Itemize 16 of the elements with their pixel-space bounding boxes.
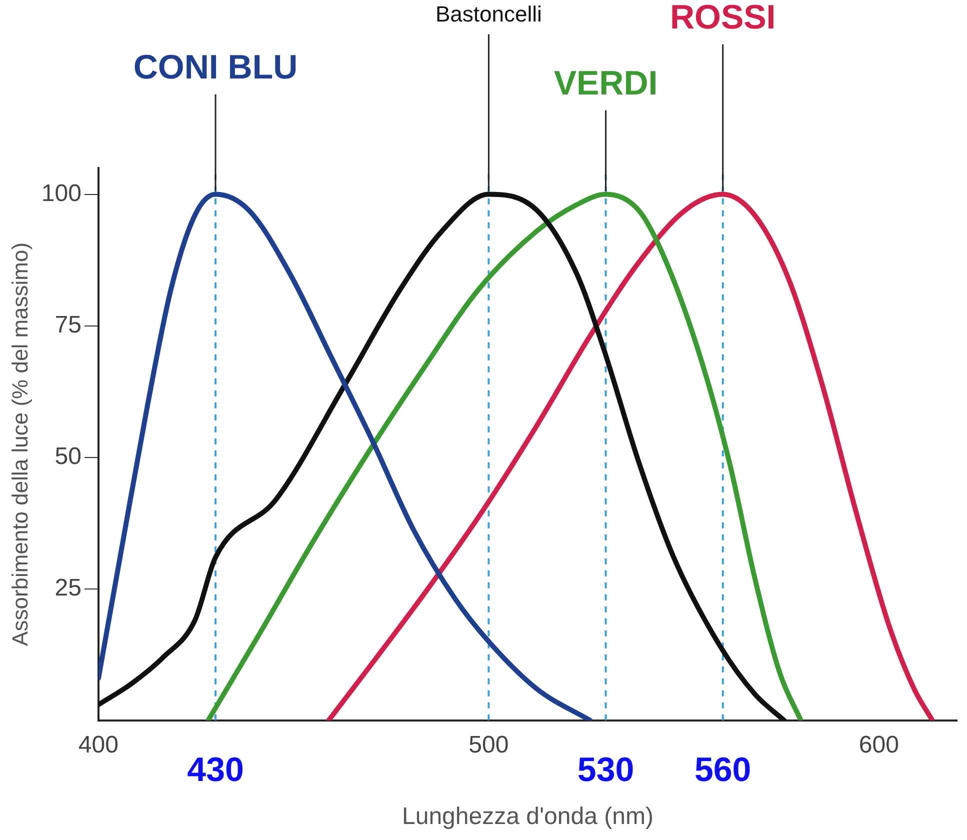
ref-line-label: 530 [577,750,634,789]
ref-line-label: 560 [694,750,752,789]
text: Bastoncelli [436,1,542,26]
y-axis-title: Assorbimento della luce (% del massimo) [7,242,32,646]
x-tick-label: 600 [858,731,899,758]
y-tick-label: 75 [54,311,82,338]
x-axis-title: Lunghezza d'onda (nm) [402,803,654,830]
text: ROSSI [670,0,776,37]
text: VERDI [554,64,658,103]
y-tick-label: 100 [41,180,82,207]
x-tick-label: 400 [78,731,118,758]
text: CONI BLU [133,48,298,87]
y-tick-label: 25 [54,574,82,602]
ref-line-label: 430 [187,750,244,789]
y-tick-label: 50 [54,442,82,470]
x-tick-label: 500 [468,731,509,758]
